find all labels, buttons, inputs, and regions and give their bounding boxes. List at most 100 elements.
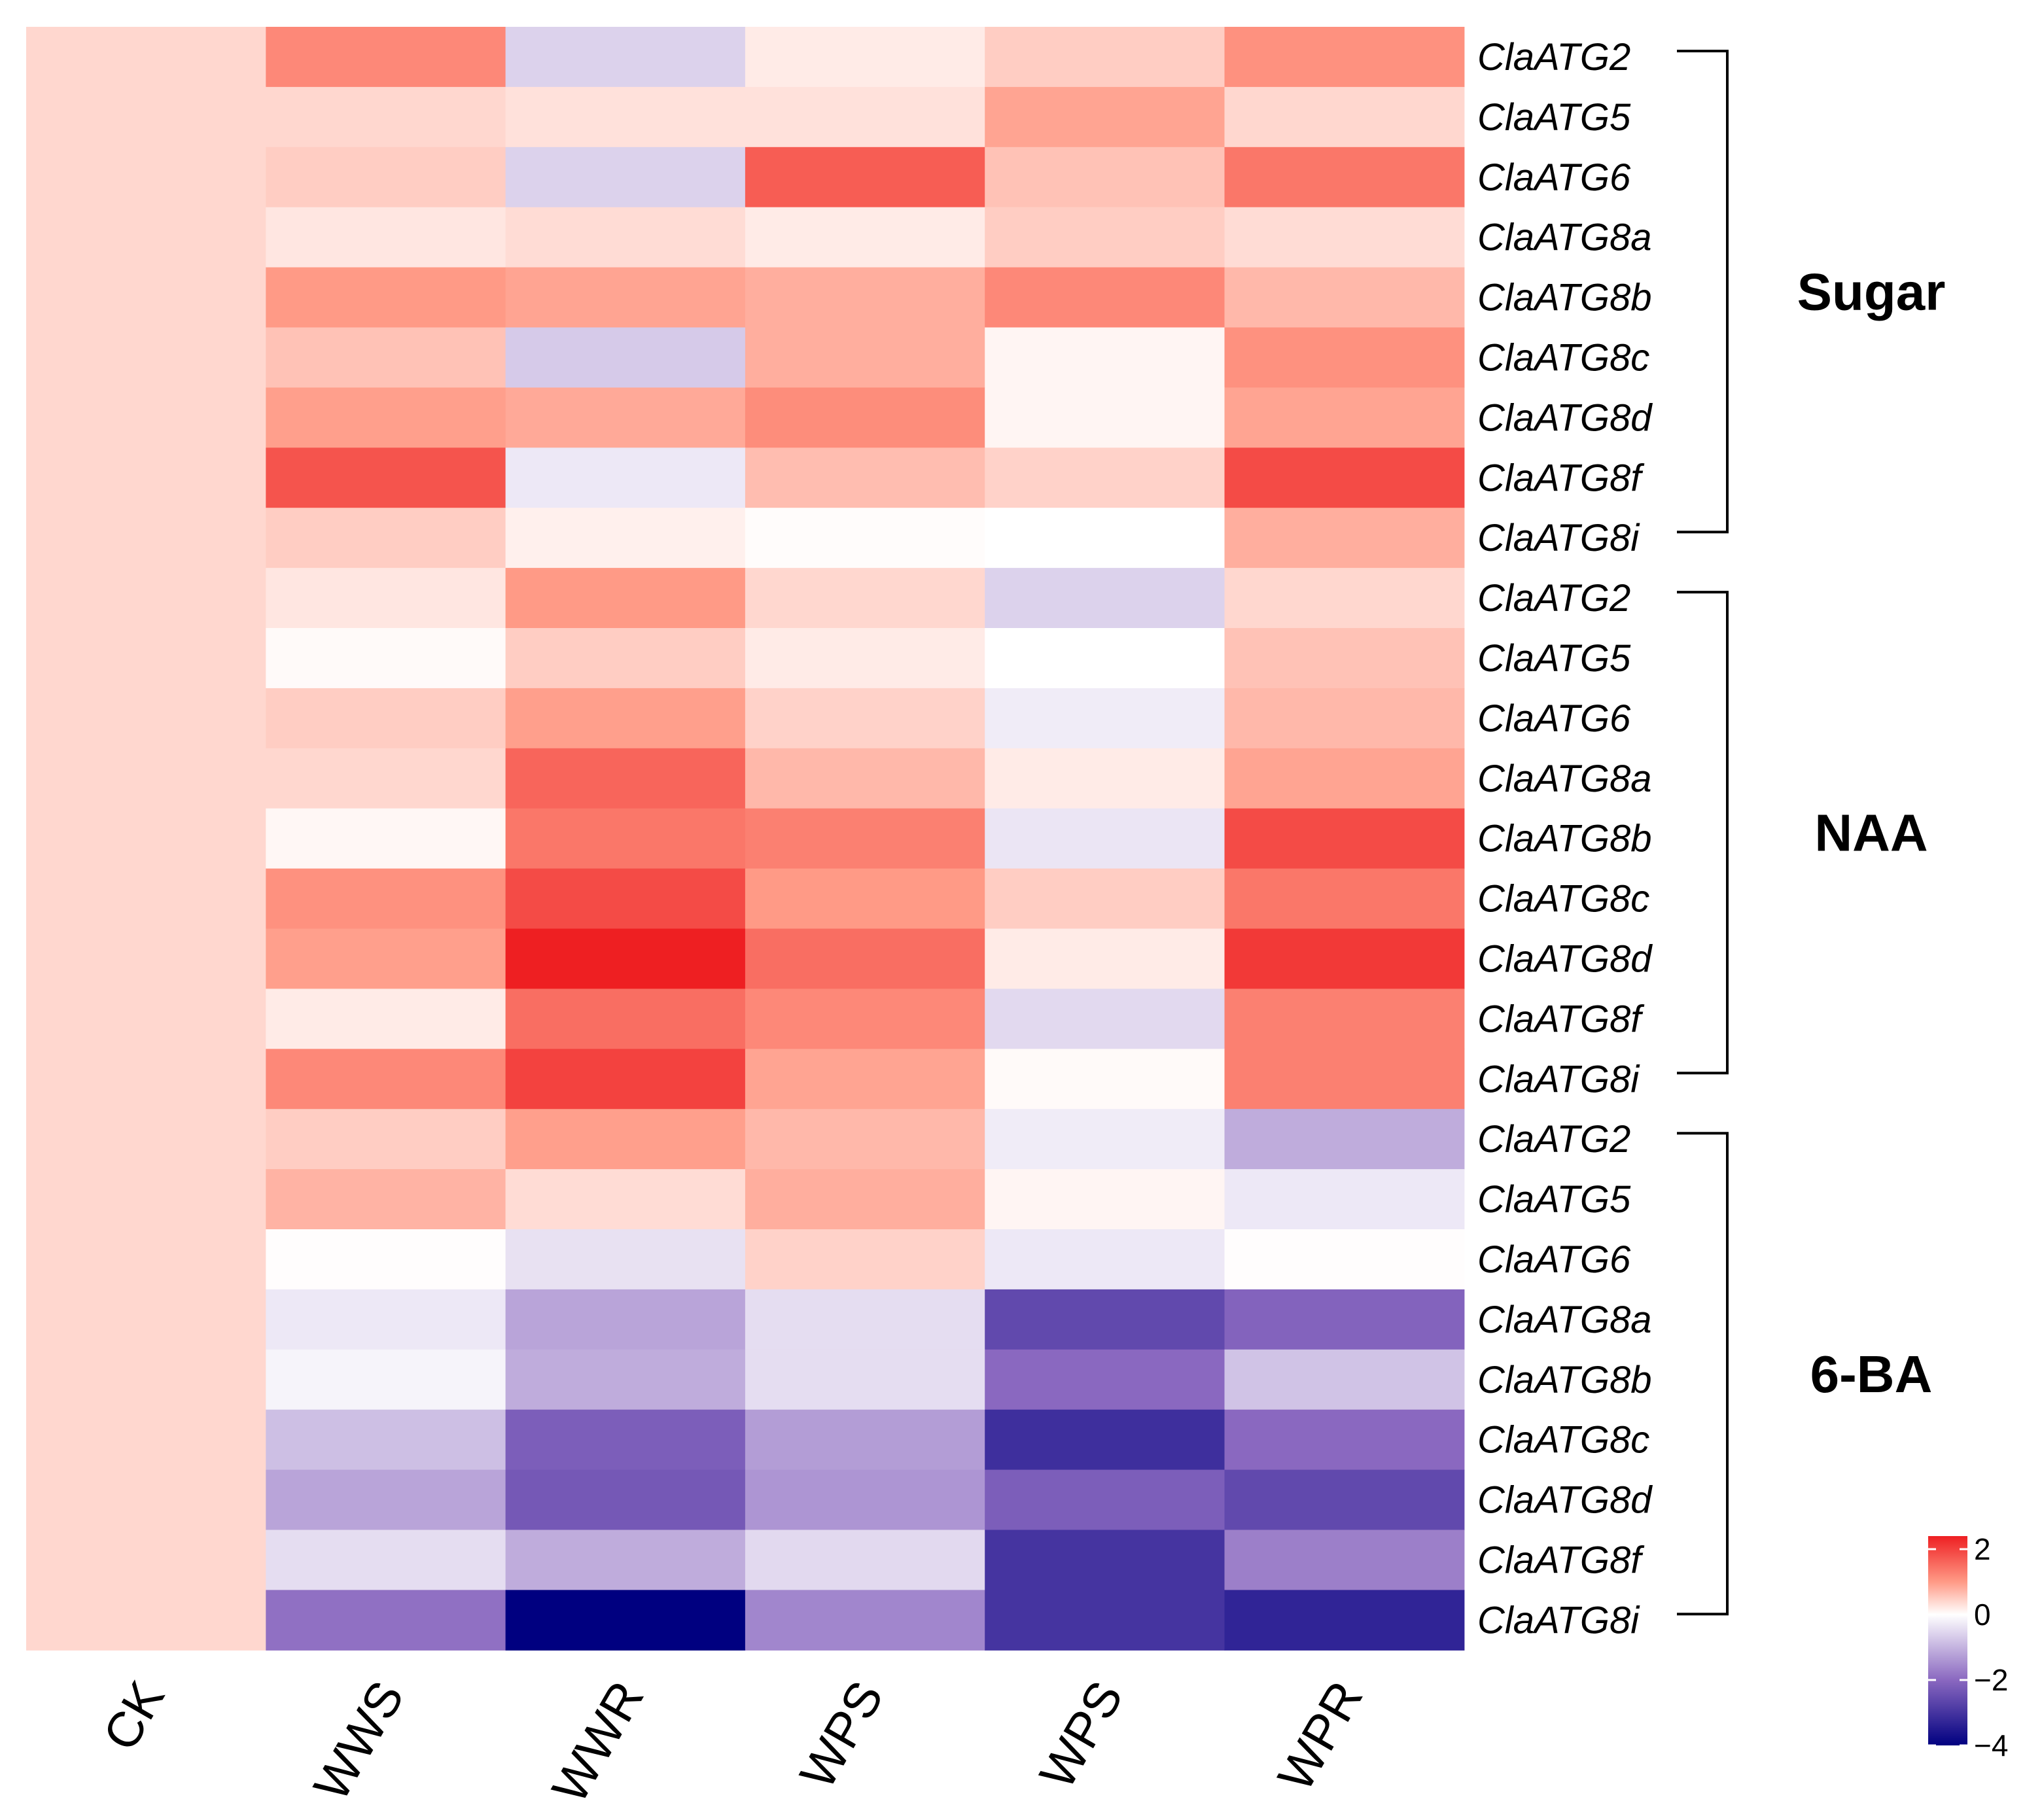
heatmap-cell xyxy=(1224,628,1465,689)
heatmap-cell xyxy=(26,387,266,448)
group-labels: Sugar NAA 6-BA xyxy=(1797,263,1946,1403)
row-label: ClaATG5 xyxy=(1477,1178,1631,1221)
heatmap-cell xyxy=(1224,1590,1465,1651)
heatmap-cell xyxy=(1224,508,1465,569)
heatmap-cell xyxy=(985,628,1225,689)
heatmap-cell xyxy=(745,928,985,989)
heatmap-cell xyxy=(745,267,985,328)
heatmap-cell xyxy=(505,1169,746,1230)
heatmap-cell xyxy=(266,1169,506,1230)
heatmap-cell xyxy=(745,808,985,869)
heatmap-cell xyxy=(266,688,506,749)
heatmap-cell xyxy=(26,1229,266,1290)
heatmap-cell xyxy=(266,447,506,508)
heatmap-cell xyxy=(505,327,746,388)
heatmap-cell xyxy=(985,1289,1225,1350)
column-label: WPS xyxy=(790,1672,894,1798)
row-label: ClaATG8c xyxy=(1477,1419,1649,1461)
heatmap-cell xyxy=(745,387,985,448)
heatmap-cell xyxy=(26,808,266,869)
heatmap-cell xyxy=(985,928,1225,989)
heatmap-cell xyxy=(1224,688,1465,749)
heatmap-cell xyxy=(745,1530,985,1590)
heatmap-cell xyxy=(26,1409,266,1471)
column-label: CK xyxy=(93,1672,175,1760)
heatmap-cell xyxy=(985,868,1225,930)
heatmap-cell xyxy=(266,27,506,88)
row-label: ClaATG5 xyxy=(1477,96,1631,139)
row-label: ClaATG8c xyxy=(1477,337,1649,379)
heatmap-cell xyxy=(745,1409,985,1471)
heatmap-cell xyxy=(505,508,746,569)
row-label: ClaATG6 xyxy=(1477,1238,1631,1281)
heatmap-cell xyxy=(985,748,1225,809)
heatmap-cell xyxy=(266,147,506,208)
heatmap-cell xyxy=(1224,267,1465,328)
heatmap-cell xyxy=(26,1349,266,1410)
heatmap-cell xyxy=(505,628,746,689)
heatmap-cell xyxy=(745,86,985,148)
legend-tick-label: −4 xyxy=(1974,1728,2008,1762)
heatmap-cell xyxy=(266,1109,506,1170)
heatmap-cell xyxy=(985,568,1225,629)
heatmap-cell xyxy=(985,1530,1225,1590)
heatmap-cell xyxy=(985,1109,1225,1170)
heatmap-cell xyxy=(1224,447,1465,508)
heatmap-cell xyxy=(1224,1109,1465,1170)
heatmap-cell xyxy=(26,508,266,569)
heatmap-cell xyxy=(26,1469,266,1531)
row-label: ClaATG5 xyxy=(1477,637,1631,680)
heatmap-cell xyxy=(1224,147,1465,208)
heatmap-cell xyxy=(505,1229,746,1290)
heatmap-cell xyxy=(26,147,266,208)
heatmap-cell xyxy=(985,1469,1225,1531)
heatmap-cell xyxy=(745,1169,985,1230)
legend-tick-label: −2 xyxy=(1974,1663,2008,1697)
heatmap-cell xyxy=(266,1469,506,1531)
heatmap-cell xyxy=(745,447,985,508)
heatmap-cell xyxy=(26,868,266,930)
heatmap-cell xyxy=(985,1349,1225,1410)
heatmap-cell xyxy=(505,989,746,1049)
heatmap-cell xyxy=(985,808,1225,869)
row-label: ClaATG2 xyxy=(1477,1118,1630,1161)
heatmap-cell xyxy=(985,86,1225,148)
heatmap-cell xyxy=(26,327,266,388)
heatmap-cell xyxy=(1224,86,1465,148)
heatmap-cell xyxy=(266,387,506,448)
group-bracket xyxy=(1677,50,1729,534)
heatmap-cell xyxy=(266,267,506,328)
row-label: ClaATG8a xyxy=(1477,1299,1651,1341)
column-label: WWR xyxy=(542,1672,655,1812)
heatmap-cell xyxy=(745,1289,985,1350)
heatmap-cell xyxy=(745,1590,985,1651)
row-label: ClaATG8b xyxy=(1477,1359,1651,1401)
heatmap-cell xyxy=(745,748,985,809)
heatmap-cell xyxy=(1224,1229,1465,1290)
heatmap-cell xyxy=(266,568,506,629)
heatmap-cell xyxy=(1224,989,1465,1049)
row-label: ClaATG8i xyxy=(1477,517,1640,559)
heatmap-cell xyxy=(505,86,746,148)
heatmap-cell xyxy=(1224,1409,1465,1471)
heatmap-cell xyxy=(985,1229,1225,1290)
heatmap-cell xyxy=(505,387,746,448)
heatmap-cell xyxy=(266,1349,506,1410)
heatmap-cell xyxy=(505,1109,746,1170)
heatmap-cell xyxy=(985,989,1225,1049)
heatmap-cell xyxy=(1224,868,1465,930)
heatmap-cell xyxy=(26,628,266,689)
group-label: NAA xyxy=(1814,804,1928,862)
heatmap-cell xyxy=(1224,207,1465,268)
row-label: ClaATG8c xyxy=(1477,878,1649,920)
heatmap-cell xyxy=(745,1109,985,1170)
row-label: ClaATG8i xyxy=(1477,1599,1640,1641)
column-label: WWS xyxy=(304,1672,415,1810)
heatmap-cell xyxy=(1224,1049,1465,1110)
column-labels: CK WWS WWR WPS WPS WPR xyxy=(93,1672,1374,1812)
heatmap-cell xyxy=(505,808,746,869)
heatmap-cell xyxy=(985,1409,1225,1471)
heatmap-cell xyxy=(266,1409,506,1471)
heatmap-cell xyxy=(745,868,985,930)
